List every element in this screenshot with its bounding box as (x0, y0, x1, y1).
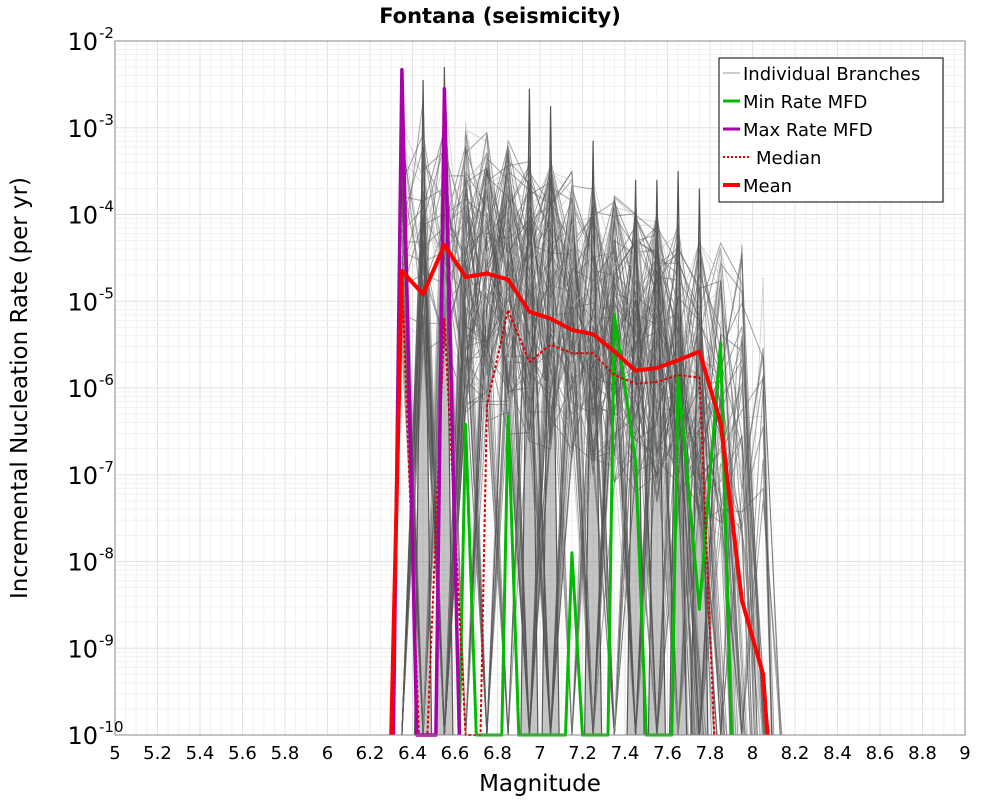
y-tick-exponent: -3 (99, 111, 114, 129)
mean-line (389, 242, 770, 736)
y-tick-label: 10 (67, 549, 98, 577)
median-line (390, 274, 716, 736)
chart-title: Fontana (seismicity) (379, 4, 621, 28)
y-tick-label: 10 (67, 722, 98, 750)
x-tick-labels: 5 5.2 5.4 5.6 5.8 6 6.2 6.4 6.6 6.8 7 7.2 7.4 7.6 7.8 8… (109, 743, 970, 764)
x-tick-label: 7.2 (568, 743, 597, 764)
legend-item-max: Max Rate MFD (723, 120, 873, 141)
branch-line (401, 169, 698, 736)
x-tick-label: 6 (322, 743, 333, 764)
x-tick-label: 5.6 (228, 743, 257, 764)
x-tick-label: 7.8 (696, 743, 725, 764)
x-tick-label: 6.4 (398, 743, 427, 764)
x-tick-label: 5.4 (186, 743, 215, 764)
x-tick-label: 9 (959, 743, 970, 764)
branch-spike (520, 88, 539, 736)
branch-spike (647, 179, 666, 736)
y-tick-exponent: -10 (99, 718, 124, 736)
x-tick-label: 5.2 (143, 743, 172, 764)
legend-item-mean: Mean (723, 176, 792, 197)
x-tick-label: 6.8 (483, 743, 512, 764)
y-tick-label: 10 (67, 635, 98, 663)
branch-spike (541, 106, 560, 736)
branch-line (401, 135, 745, 736)
y-tick-label: 10 (67, 375, 98, 403)
y-axis-label: Incremental Nucleation Rate (per yr) (7, 177, 33, 599)
y-tick-exponent: -5 (99, 284, 114, 302)
branch-line (401, 191, 764, 736)
y-tick-label: 10 (67, 115, 98, 143)
y-tick-label: 10 (67, 462, 98, 490)
x-tick-label: 6.6 (441, 743, 470, 764)
branch-spike (584, 140, 603, 736)
y-tick-label: 10 (67, 28, 98, 56)
x-tick-label: 5.8 (271, 743, 300, 764)
legend-item-median: Median (723, 148, 821, 169)
y-tick-exponent: -2 (99, 24, 114, 42)
branch-spike (414, 79, 433, 736)
x-axis-label: Magnitude (479, 771, 601, 797)
y-tick-exponent: -8 (99, 545, 114, 563)
x-tick-label: 8.2 (781, 743, 810, 764)
y-tick-exponent: -6 (99, 371, 114, 389)
legend-item-branches: Individual Branches (723, 64, 920, 85)
legend-label-min: Min Rate MFD (743, 92, 867, 113)
y-tick-exponent: -9 (99, 631, 114, 649)
x-tick-label: 8 (747, 743, 758, 764)
x-tick-label: 8.6 (866, 743, 895, 764)
x-tick-label: 8.8 (908, 743, 937, 764)
branch-line (401, 133, 723, 736)
x-tick-label: 5 (109, 743, 120, 764)
legend-label-branches: Individual Branches (743, 64, 920, 85)
legend-box (718, 57, 944, 203)
y-tick-exponent: -7 (99, 458, 114, 476)
y-tick-label: 10 (67, 288, 98, 316)
x-tick-label: 7.4 (611, 743, 640, 764)
x-tick-label: 6.2 (356, 743, 385, 764)
y-tick-label: 10 (67, 202, 98, 230)
x-tick-label: 8.4 (823, 743, 852, 764)
legend-label-mean: Mean (743, 176, 792, 197)
x-tick-label: 7 (534, 743, 545, 764)
branch-line (401, 189, 730, 736)
y-tick-exponent: -4 (99, 198, 114, 216)
legend-label-median: Median (756, 148, 821, 169)
legend-item-min: Min Rate MFD (723, 92, 867, 113)
branch-line (401, 102, 699, 736)
x-tick-label: 7.6 (653, 743, 682, 764)
plot-frame (114, 40, 966, 736)
legend-label-max: Max Rate MFD (743, 120, 873, 141)
legend: Individual Branches Min Rate MFD Max Rat… (718, 57, 944, 203)
